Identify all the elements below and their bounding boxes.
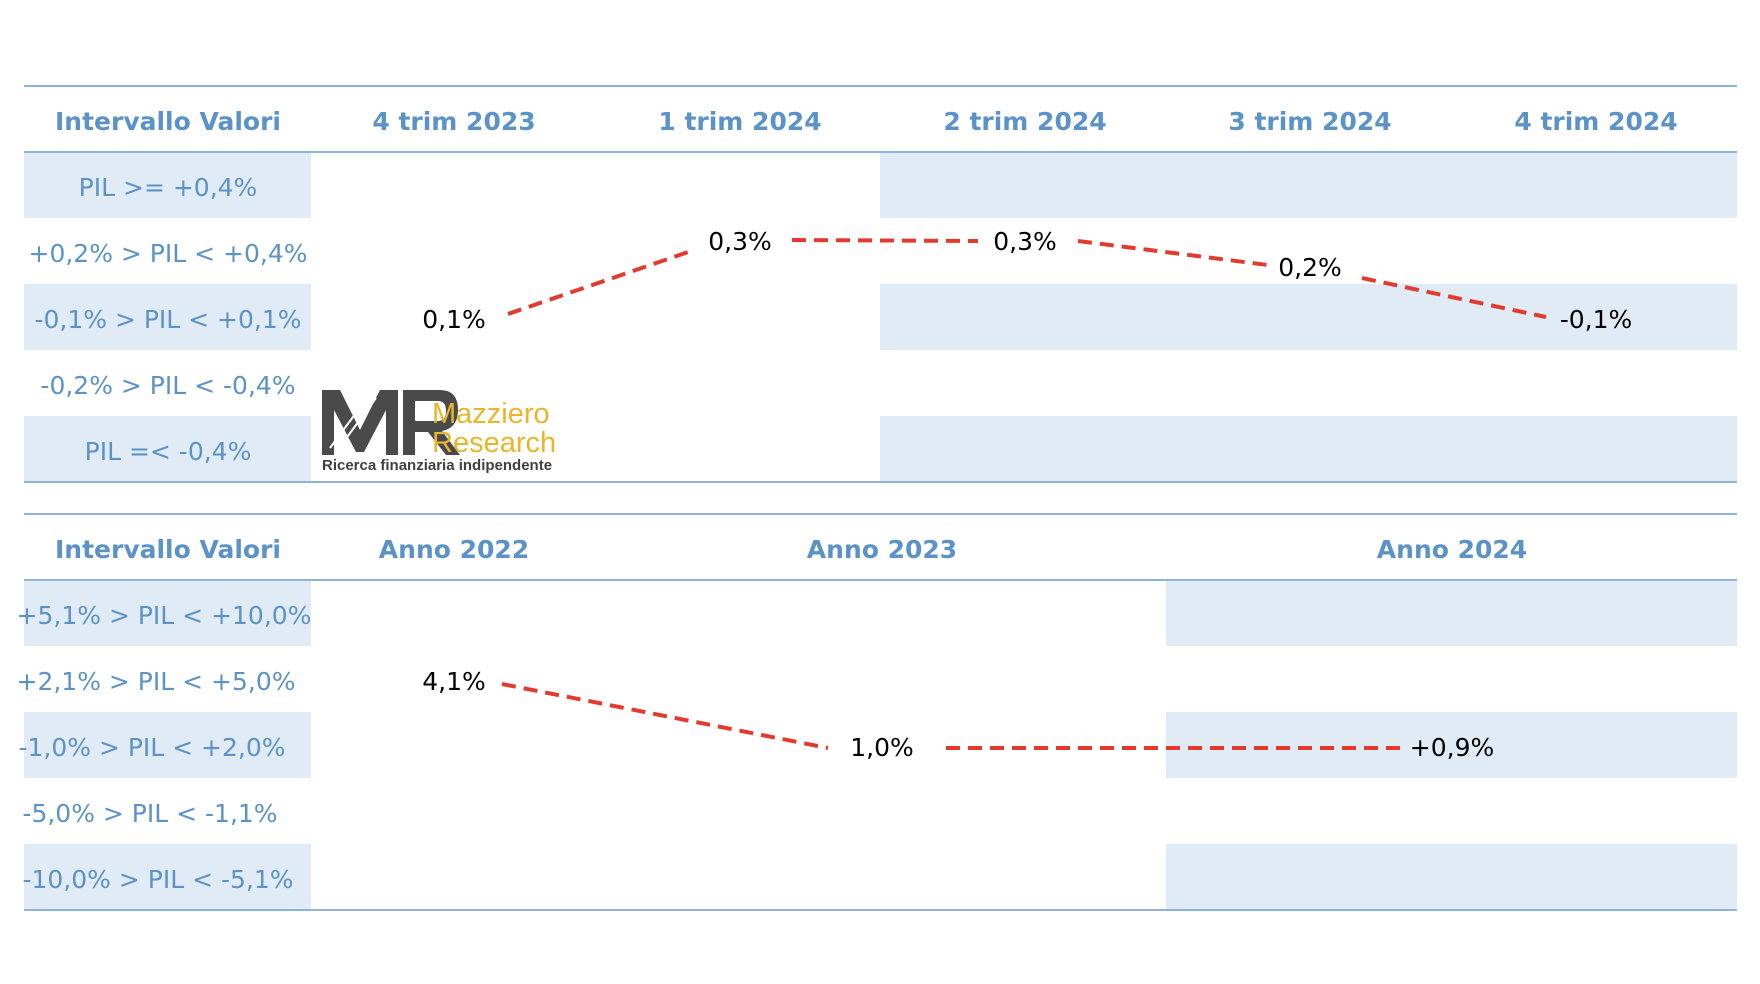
q-header-col-5: 4 trim 2024 [1514,107,1677,136]
a-range-2: +2,1% > PIL < +5,0% [17,667,296,696]
q-connector-3 [1077,239,1269,267]
band-q-row5-right [880,416,1737,482]
a-range-4: -5,0% > PIL < -1,1% [22,799,277,828]
band-q-row3-right [880,284,1737,350]
q-header-col-1: 4 trim 2023 [372,107,535,136]
band-q-row5-label [24,416,311,482]
band-a-row5-label [24,844,311,910]
logo-name-line2: Research [432,427,556,459]
a-range-3: -1,0% > PIL < +2,0% [18,733,285,762]
a-header-range: Intervallo Valori [55,535,281,564]
q-connector-1 [507,248,695,316]
band-a-row1-label [24,580,311,646]
a-range-5: -10,0% > PIL < -5,1% [22,865,293,894]
q-value-1: 0,1% [422,305,486,334]
a-header-col-2: Anno 2023 [807,535,957,564]
q-range-1: PIL >= +0,4% [79,173,258,202]
q-value-3: 0,3% [993,227,1057,256]
q-range-5: PIL =< -0,4% [85,437,252,466]
a-value-1: 4,1% [422,667,486,696]
mr-logo-mark [322,390,460,455]
q-value-2: 0,3% [708,227,772,256]
band-q-row1-right [880,152,1737,218]
band-a-row3-right [1166,712,1737,778]
a-header-col-3: Anno 2024 [1377,535,1527,564]
q-range-3: -0,1% > PIL < +0,1% [34,305,301,334]
q-range-2: +0,2% > PIL < +0,4% [29,239,308,268]
q-header-range: Intervallo Valori [55,107,281,136]
band-q-row1-label [24,152,311,218]
q-range-4: -0,2% > PIL < -0,4% [40,371,295,400]
q-header-col-3: 2 trim 2024 [943,107,1106,136]
q-value-4: 0,2% [1278,253,1342,282]
annual-table: Intervallo Valori Anno 2022 Anno 2023 An… [17,513,1737,911]
logo-tagline: Ricerca finanziaria indipendente [322,457,552,474]
band-a-row5-right [1166,844,1737,910]
logo-name-line1: Mazziero [432,398,550,430]
band-a-row3-label [24,712,311,778]
a-value-3: +0,9% [1410,733,1494,762]
q-header-col-4: 3 trim 2024 [1228,107,1391,136]
a-range-1: +5,1% > PIL < +10,0% [17,601,312,630]
q-connector-2 [791,238,979,243]
q-connector-4 [1361,276,1547,319]
a-header-col-1: Anno 2022 [379,535,529,564]
a-connector-1 [501,682,829,750]
q-value-5: -0,1% [1560,305,1633,334]
mazziero-research-logo: Mazziero Research Ricerca finanziaria in… [322,390,556,474]
a-value-2: 1,0% [850,733,914,762]
band-q-row3-label [24,284,311,350]
quarterly-table: Intervallo Valori 4 trim 2023 1 trim 202… [24,85,1737,483]
band-a-row1-right [1166,580,1737,646]
q-header-col-2: 1 trim 2024 [658,107,821,136]
